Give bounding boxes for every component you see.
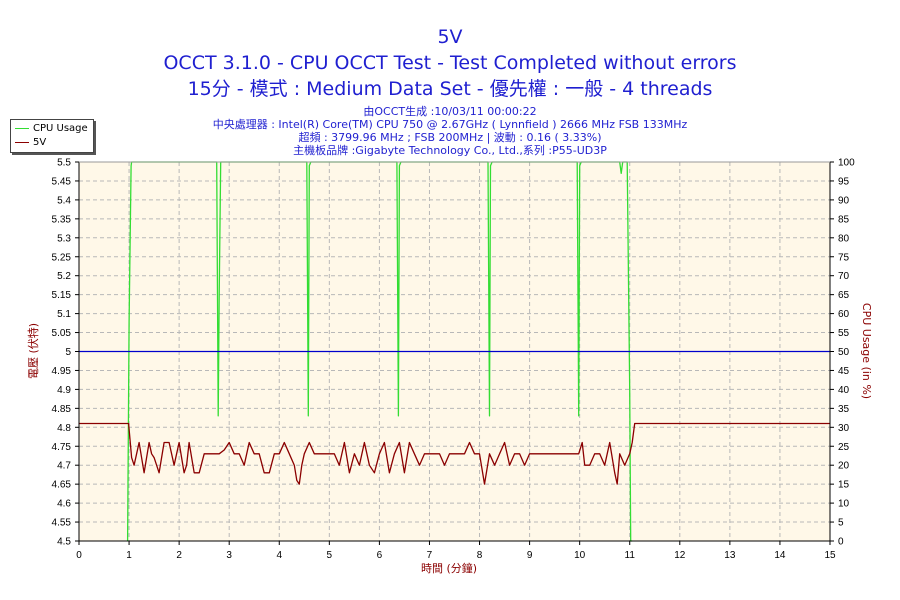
y-left-tick-label: 4.7 (57, 461, 71, 472)
x-tick-label: 15 (824, 550, 836, 561)
y-right-tick-label: 50 (838, 347, 850, 358)
y-right-tick-label: 20 (838, 461, 850, 472)
y-right-tick-label: 15 (838, 480, 850, 491)
y-left-tick-label: 4.85 (52, 404, 72, 415)
y-left-tick-label: 5 (65, 347, 71, 358)
y-left-tick-label: 4.9 (57, 385, 71, 396)
y-right-tick-label: 25 (838, 442, 850, 453)
y-left-tick-label: 5.15 (52, 290, 72, 301)
y-right-tick-label: 90 (838, 195, 850, 206)
info-cpu: 中央處理器 : Intel(R) Core(TM) CPU 750 @ 2.67… (212, 118, 688, 131)
legend-item-cpu-usage: CPU Usage (15, 123, 88, 134)
chart-subtitle-test: OCCT 3.1.0 - CPU OCCT Test - Test Comple… (163, 52, 737, 74)
y-right-tick-label: 80 (838, 233, 850, 244)
x-tick-label: 12 (674, 550, 686, 561)
chart-subtitle-mode: 15分 - 模式 : Medium Data Set - 優先權 : 一般 - … (187, 78, 713, 100)
x-tick-label: 3 (226, 550, 232, 561)
x-tick-label: 4 (276, 550, 282, 561)
info-motherboard: 主機板品牌 :Gigabyte Technology Co., Ltd.,系列 … (293, 144, 607, 157)
y-left-tick-label: 5.4 (57, 195, 71, 206)
y-left-tick-label: 4.75 (52, 442, 72, 453)
x-tick-label: 0 (76, 550, 82, 561)
y-right-tick-label: 60 (838, 309, 850, 320)
legend-swatch-5v (15, 141, 29, 143)
chart-title: 5V (437, 26, 463, 48)
x-tick-label: 6 (377, 550, 383, 561)
y-left-tick-label: 5.5 (57, 158, 71, 169)
info-overclock: 超頻 : 3799.96 MHz ; FSB 200MHz | 波動 : 0.1… (298, 131, 602, 144)
y-left-tick-label: 5.35 (52, 214, 72, 225)
x-axis-label: 時間 (分鐘) (421, 561, 477, 575)
y-right-tick-label: 70 (838, 271, 850, 282)
legend-label-5v: 5V (33, 137, 47, 148)
y-left-tick-label: 5.25 (52, 252, 72, 263)
y-left-tick-label: 5.2 (57, 271, 71, 282)
x-tick-label: 11 (625, 550, 636, 561)
y-right-tick-label: 65 (838, 290, 850, 301)
x-tick-label: 2 (176, 550, 182, 561)
y-axis-right-label: CPU Usage (in %) (860, 303, 873, 399)
x-tick-label: 13 (724, 550, 736, 561)
y-left-tick-label: 4.55 (52, 518, 72, 529)
y-right-tick-label: 40 (838, 385, 850, 396)
y-right-tick-label: 5 (838, 518, 844, 529)
y-left-tick-label: 4.8 (57, 423, 71, 434)
y-right-tick-label: 55 (838, 328, 850, 339)
y-right-tick-label: 0 (838, 537, 844, 548)
legend-label-cpu-usage: CPU Usage (33, 123, 88, 134)
x-tick-label: 1 (126, 550, 132, 561)
legend-swatch-cpu-usage (15, 127, 29, 129)
x-tick-label: 9 (527, 550, 533, 561)
y-right-tick-label: 100 (838, 158, 855, 169)
x-tick-label: 10 (574, 550, 586, 561)
y-left-tick-label: 4.5 (57, 537, 71, 548)
y-left-tick-label: 5.3 (57, 233, 71, 244)
info-generated: 由OCCT生成 :10/03/11 00:00:22 (363, 105, 537, 118)
y-left-tick-label: 5.1 (57, 309, 71, 320)
y-axis-left-label: 電壓 (伏特) (26, 323, 40, 379)
y-right-tick-label: 30 (838, 423, 850, 434)
y-right-tick-label: 35 (838, 404, 850, 415)
y-right-tick-label: 45 (838, 366, 850, 377)
x-tick-label: 8 (477, 550, 483, 561)
y-left-tick-label: 4.95 (52, 366, 72, 377)
legend-item-5v: 5V (15, 137, 46, 148)
x-tick-label: 5 (327, 550, 333, 561)
y-right-tick-label: 10 (838, 499, 850, 510)
y-left-tick-label: 4.6 (57, 499, 71, 510)
series-5v-line (79, 422, 830, 485)
y-left-tick-label: 5.05 (52, 328, 72, 339)
legend: CPU Usage 5V (10, 119, 94, 153)
y-right-tick-label: 75 (838, 252, 850, 263)
y-right-tick-label: 95 (838, 176, 850, 187)
y-right-tick-label: 85 (838, 214, 850, 225)
y-left-tick-label: 5.45 (52, 176, 72, 187)
x-tick-label: 7 (427, 550, 433, 561)
y-left-tick-label: 4.65 (52, 480, 72, 491)
x-tick-label: 14 (774, 550, 786, 561)
